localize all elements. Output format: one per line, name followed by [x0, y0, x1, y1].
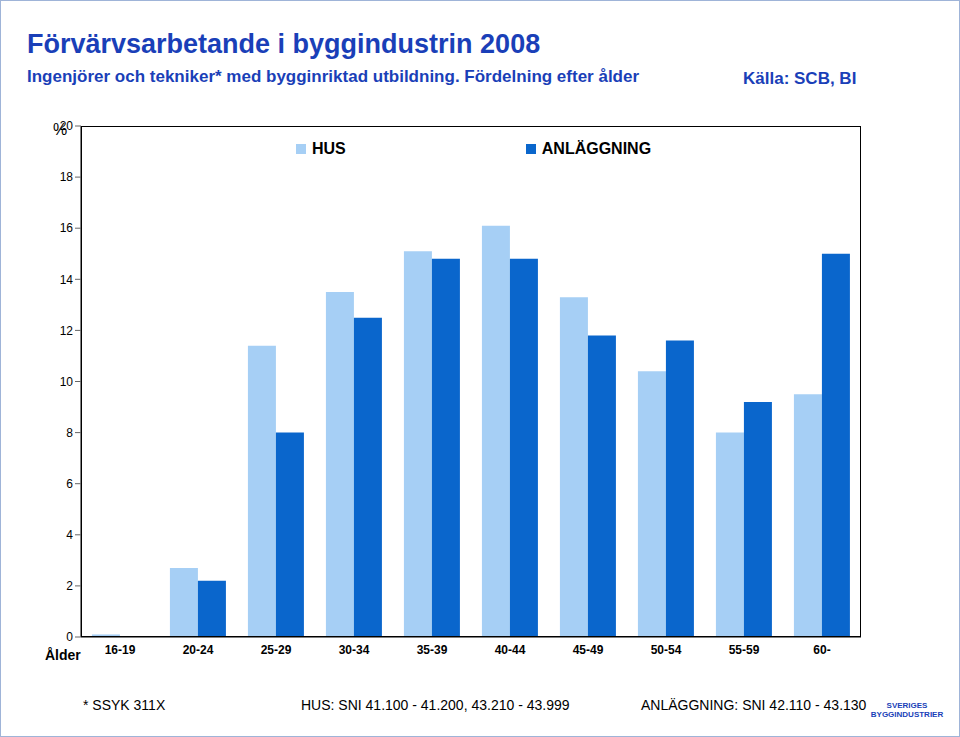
html-text:SVERIGES BYGGINDUSTRIER: SVERIGES BYGGINDUSTRIER	[870, 701, 944, 719]
html-text:HUS: HUS	[312, 140, 346, 157]
svg-text:55-59: 55-59	[729, 643, 760, 657]
html-text:ANLÄGGNING: ANLÄGGNING	[541, 140, 652, 157]
svg-text:60-: 60-	[813, 643, 830, 657]
html-text:* SSYK 311X: * SSYK 311X	[83, 697, 166, 713]
html-text:Ingenjörer och tekniker* med b: Ingenjörer och tekniker* med bygginrikta…	[27, 67, 640, 86]
svg-text:16: 16	[60, 221, 74, 235]
svg-text:16-19: 16-19	[105, 643, 136, 657]
svg-text:30-34: 30-34	[339, 643, 370, 657]
svg-text:45-49: 45-49	[573, 643, 604, 657]
svg-text:25-29: 25-29	[261, 643, 292, 657]
svg-text:50-54: 50-54	[651, 643, 682, 657]
svg-text:0: 0	[66, 630, 73, 644]
html-text:Källa: SCB, BI: Källa: SCB, BI	[743, 69, 857, 88]
svg-text:20-24: 20-24	[183, 643, 214, 657]
svg-text:6: 6	[66, 477, 73, 491]
svg-text:2: 2	[66, 579, 73, 593]
svg-text:20: 20	[60, 119, 74, 133]
svg-text:18: 18	[60, 170, 74, 184]
svg-text:12: 12	[60, 324, 74, 338]
svg-text:10: 10	[60, 375, 74, 389]
html-text:ANLÄGGNING: SNI 42.110 - 43.13: ANLÄGGNING: SNI 42.110 - 43.130	[641, 697, 867, 713]
html-text:Förvärvsarbetande i byggindust: Förvärvsarbetande i byggindustrin 2008	[27, 29, 541, 59]
svg-text:14: 14	[60, 273, 74, 287]
svg-text:40-44: 40-44	[495, 643, 526, 657]
svg-text:8: 8	[66, 426, 73, 440]
html-text:HUS: SNI 41.100 - 41.200, 43.2: HUS: SNI 41.100 - 41.200, 43.210 - 43.99…	[301, 697, 570, 713]
svg-text:4: 4	[66, 528, 73, 542]
svg-text:35-39: 35-39	[417, 643, 448, 657]
html-text:Ålder: Ålder	[45, 647, 81, 663]
